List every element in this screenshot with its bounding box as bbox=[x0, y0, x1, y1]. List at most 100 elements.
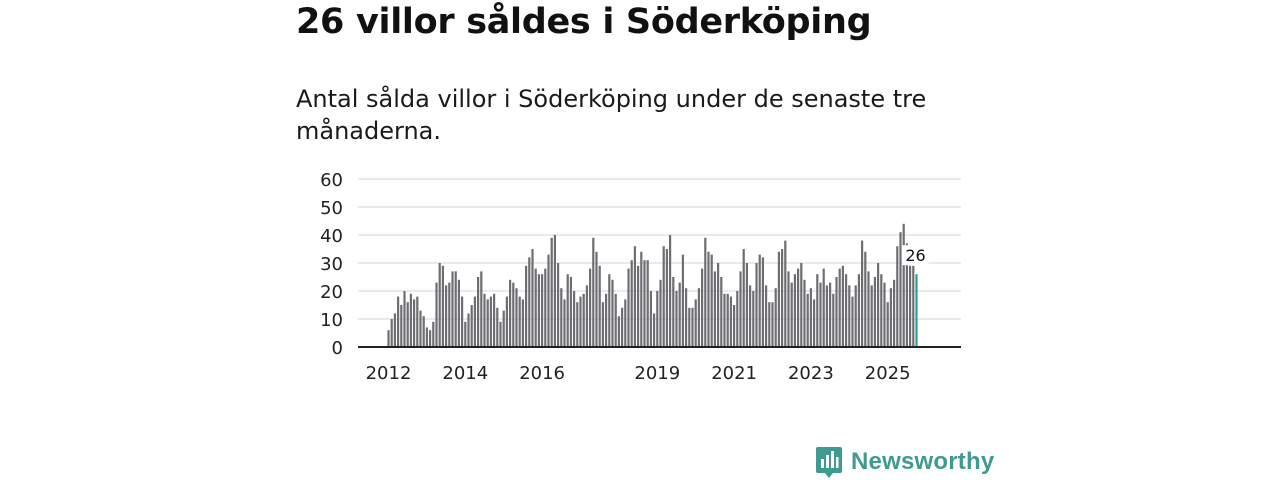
bar bbox=[563, 299, 566, 347]
y-tick-label: 30 bbox=[320, 254, 343, 275]
bar bbox=[451, 271, 454, 347]
bar bbox=[493, 293, 496, 347]
bar bbox=[416, 296, 419, 347]
bar bbox=[825, 285, 828, 347]
bar bbox=[646, 260, 649, 347]
bar bbox=[486, 299, 489, 347]
bar bbox=[425, 327, 428, 347]
bar bbox=[393, 313, 396, 347]
bar bbox=[739, 271, 742, 347]
x-tick-label: 2025 bbox=[865, 363, 911, 384]
bar bbox=[489, 296, 492, 347]
y-tick-label: 10 bbox=[320, 310, 343, 331]
bar bbox=[755, 263, 758, 347]
bar bbox=[848, 285, 851, 347]
bar bbox=[733, 305, 736, 347]
bar bbox=[816, 274, 819, 347]
bar bbox=[525, 265, 528, 347]
bar bbox=[886, 302, 889, 347]
bar bbox=[681, 254, 684, 347]
bar bbox=[880, 274, 883, 347]
bar bbox=[694, 299, 697, 347]
x-tick-label: 2014 bbox=[442, 363, 488, 384]
bar bbox=[761, 257, 764, 347]
bar bbox=[678, 282, 681, 347]
bar bbox=[653, 313, 656, 347]
bar bbox=[441, 265, 444, 347]
bar bbox=[537, 274, 540, 347]
bar bbox=[400, 305, 403, 347]
bar bbox=[838, 268, 841, 347]
bar bbox=[704, 237, 707, 347]
bar bbox=[870, 285, 873, 347]
bar bbox=[861, 240, 864, 347]
x-tick-label: 2012 bbox=[366, 363, 412, 384]
x-tick-label: 2023 bbox=[788, 363, 834, 384]
bar bbox=[777, 251, 780, 347]
bar bbox=[438, 263, 441, 347]
last-value-annotation: 26 bbox=[902, 245, 929, 266]
bar bbox=[595, 251, 598, 347]
bar bbox=[480, 271, 483, 347]
bar bbox=[649, 291, 652, 347]
bar bbox=[829, 282, 832, 347]
bar bbox=[893, 279, 896, 347]
bar bbox=[611, 279, 614, 347]
bar bbox=[435, 282, 438, 347]
bar bbox=[518, 296, 521, 347]
bar bbox=[422, 316, 425, 347]
bar bbox=[662, 246, 665, 347]
bar bbox=[617, 316, 620, 347]
bar bbox=[397, 296, 400, 347]
bar bbox=[557, 263, 560, 347]
bar bbox=[669, 235, 672, 347]
bar bbox=[464, 321, 467, 347]
bar bbox=[832, 293, 835, 347]
bar bbox=[633, 246, 636, 347]
bar bbox=[774, 288, 777, 347]
bar bbox=[717, 263, 720, 347]
bar bbox=[803, 279, 806, 347]
bar bbox=[387, 330, 390, 347]
bar bbox=[809, 288, 812, 347]
bar bbox=[819, 282, 822, 347]
bar bbox=[496, 307, 499, 347]
x-tick-label: 2021 bbox=[711, 363, 757, 384]
bar bbox=[553, 235, 556, 347]
bar bbox=[531, 249, 534, 347]
brand-name: Newsworthy bbox=[851, 448, 995, 475]
bar bbox=[621, 307, 624, 347]
bar bbox=[765, 285, 768, 347]
x-tick-label: 2016 bbox=[519, 363, 565, 384]
bar bbox=[768, 302, 771, 347]
newsworthy-logo[interactable]: Newsworthy bbox=[815, 445, 994, 479]
bar bbox=[624, 299, 627, 347]
bar bbox=[409, 293, 412, 347]
bar bbox=[502, 310, 505, 347]
y-tick-label: 60 bbox=[320, 170, 343, 191]
bar bbox=[797, 268, 800, 347]
bar bbox=[905, 243, 908, 347]
x-axis-ticks: 2012 2014 2016 2019 2021 2023 2025 bbox=[366, 363, 911, 384]
highlight-bar bbox=[915, 274, 918, 347]
chart-badge-icon bbox=[816, 447, 842, 478]
bar bbox=[835, 277, 838, 347]
bar bbox=[771, 302, 774, 347]
bar-series bbox=[387, 223, 918, 347]
bar bbox=[470, 305, 473, 347]
bar bbox=[630, 260, 633, 347]
annotation-bg bbox=[902, 245, 929, 266]
bar bbox=[781, 249, 784, 347]
bar bbox=[672, 277, 675, 347]
y-axis-ticks: 0 10 20 30 40 50 60 bbox=[320, 170, 343, 359]
bar bbox=[627, 268, 630, 347]
bar bbox=[413, 299, 416, 347]
bar bbox=[800, 263, 803, 347]
bar bbox=[720, 277, 723, 347]
bar bbox=[566, 274, 569, 347]
bar bbox=[899, 232, 902, 347]
bar bbox=[547, 254, 550, 347]
y-tick-label: 50 bbox=[320, 198, 343, 219]
bar bbox=[854, 285, 857, 347]
bar bbox=[512, 282, 515, 347]
